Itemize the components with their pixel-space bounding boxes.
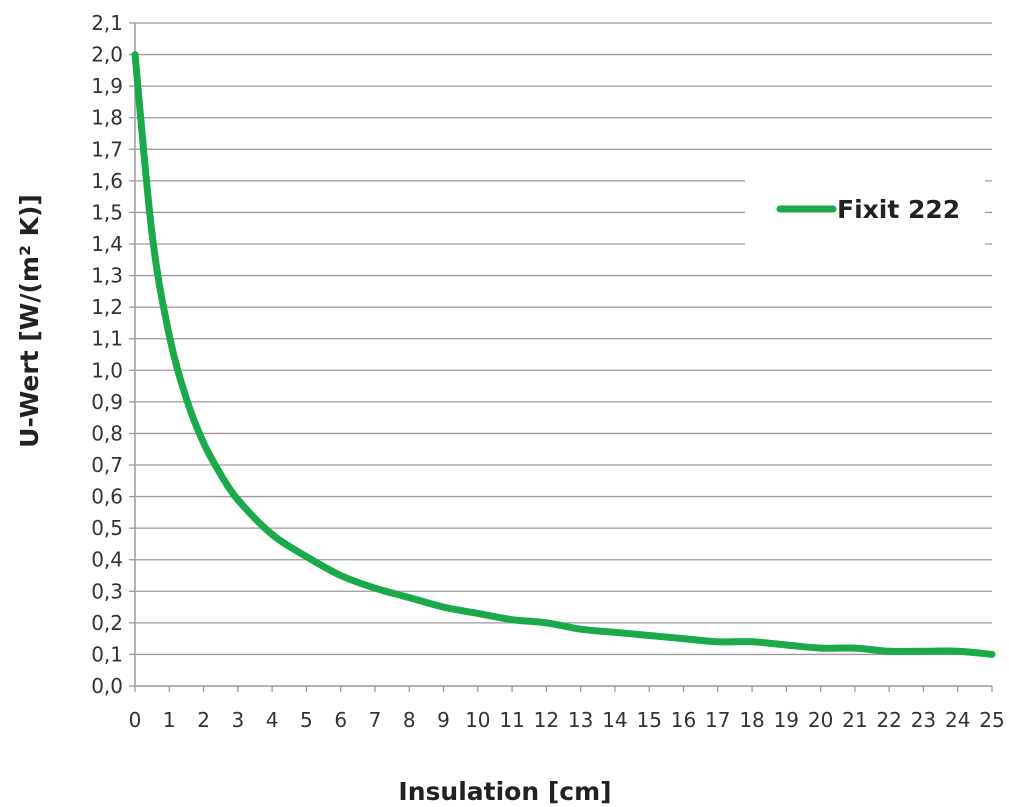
y-tick-label: 1,5 xyxy=(91,200,123,224)
x-tick-label: 19 xyxy=(774,708,799,732)
x-tick-label: 17 xyxy=(705,708,730,732)
y-axis-title: U-Wert [W/(m² K)] xyxy=(15,194,44,448)
legend-label: Fixit 222 xyxy=(837,195,960,224)
x-tick-label: 3 xyxy=(231,708,244,732)
y-tick-label: 1,4 xyxy=(91,232,123,256)
x-tick-label: 20 xyxy=(808,708,833,732)
y-tick-label: 0,6 xyxy=(91,485,123,509)
y-tick-label: 1,0 xyxy=(91,358,123,382)
x-axis-title: Insulation [cm] xyxy=(398,777,611,806)
y-tick-label: 0,9 xyxy=(91,390,123,414)
x-tick-label: 18 xyxy=(739,708,764,732)
series-lines xyxy=(131,51,996,658)
y-tick-label: 0,0 xyxy=(91,674,123,698)
y-tick-label: 0,1 xyxy=(91,642,123,666)
x-tick-label: 24 xyxy=(945,708,970,732)
x-tick-label: 10 xyxy=(465,708,490,732)
y-tick-label: 1,8 xyxy=(91,106,123,130)
y-tick-label: 1,6 xyxy=(91,169,123,193)
series-line-fixit-222 xyxy=(131,51,996,658)
x-tick-labels: 0 1 2 3 4 5 6 7 8 9 10 11 12 13 14 15 16 17 18 19 20 21 22 23 24… xyxy=(129,708,1005,732)
x-tick-label: 11 xyxy=(499,708,524,732)
x-tick-label: 21 xyxy=(842,708,867,732)
gridlines xyxy=(135,22,992,656)
y-tick-label: 0,4 xyxy=(91,548,123,572)
y-tick-label: 0,5 xyxy=(91,516,123,540)
y-tick-label: 0,2 xyxy=(91,611,123,635)
x-tick-label: 7 xyxy=(369,708,382,732)
y-tick-label: 0,8 xyxy=(91,421,123,445)
y-tick-label: 1,2 xyxy=(91,295,123,319)
y-tick-labels: 0,0 0,1 0,2 0,3 0,4 0,5 0,6 0,7 0,8 0,9 1,0 1,1 1,2 1… xyxy=(91,11,123,698)
x-tick-label: 25 xyxy=(979,708,1004,732)
x-tick-label: 22 xyxy=(876,708,901,732)
x-tick-label: 1 xyxy=(163,708,176,732)
x-tick-label: 14 xyxy=(602,708,627,732)
y-tick-label: 1,3 xyxy=(91,264,123,288)
x-tick-label: 2 xyxy=(197,708,210,732)
y-tick-label: 1,1 xyxy=(91,327,123,351)
x-tick-label: 0 xyxy=(129,708,142,732)
axes xyxy=(129,22,993,692)
x-tick-label: 9 xyxy=(437,708,450,732)
y-tick-label: 2,1 xyxy=(91,11,123,35)
legend: Fixit 222 xyxy=(745,150,985,270)
x-tick-label: 23 xyxy=(911,708,936,732)
y-tick-label: 2,0 xyxy=(91,43,123,67)
x-tick-label: 15 xyxy=(636,708,661,732)
x-tick-label: 4 xyxy=(266,708,279,732)
y-tick-label: 1,7 xyxy=(91,137,123,161)
x-tick-label: 8 xyxy=(403,708,416,732)
x-tick-label: 13 xyxy=(568,708,593,732)
x-tick-label: 12 xyxy=(534,708,559,732)
x-tick-label: 5 xyxy=(300,708,313,732)
x-tick-label: 6 xyxy=(334,708,347,732)
x-tick-label: 16 xyxy=(671,708,696,732)
y-tick-label: 1,9 xyxy=(91,74,123,98)
y-tick-label: 0,3 xyxy=(91,579,123,603)
y-tick-label: 0,7 xyxy=(91,453,123,477)
